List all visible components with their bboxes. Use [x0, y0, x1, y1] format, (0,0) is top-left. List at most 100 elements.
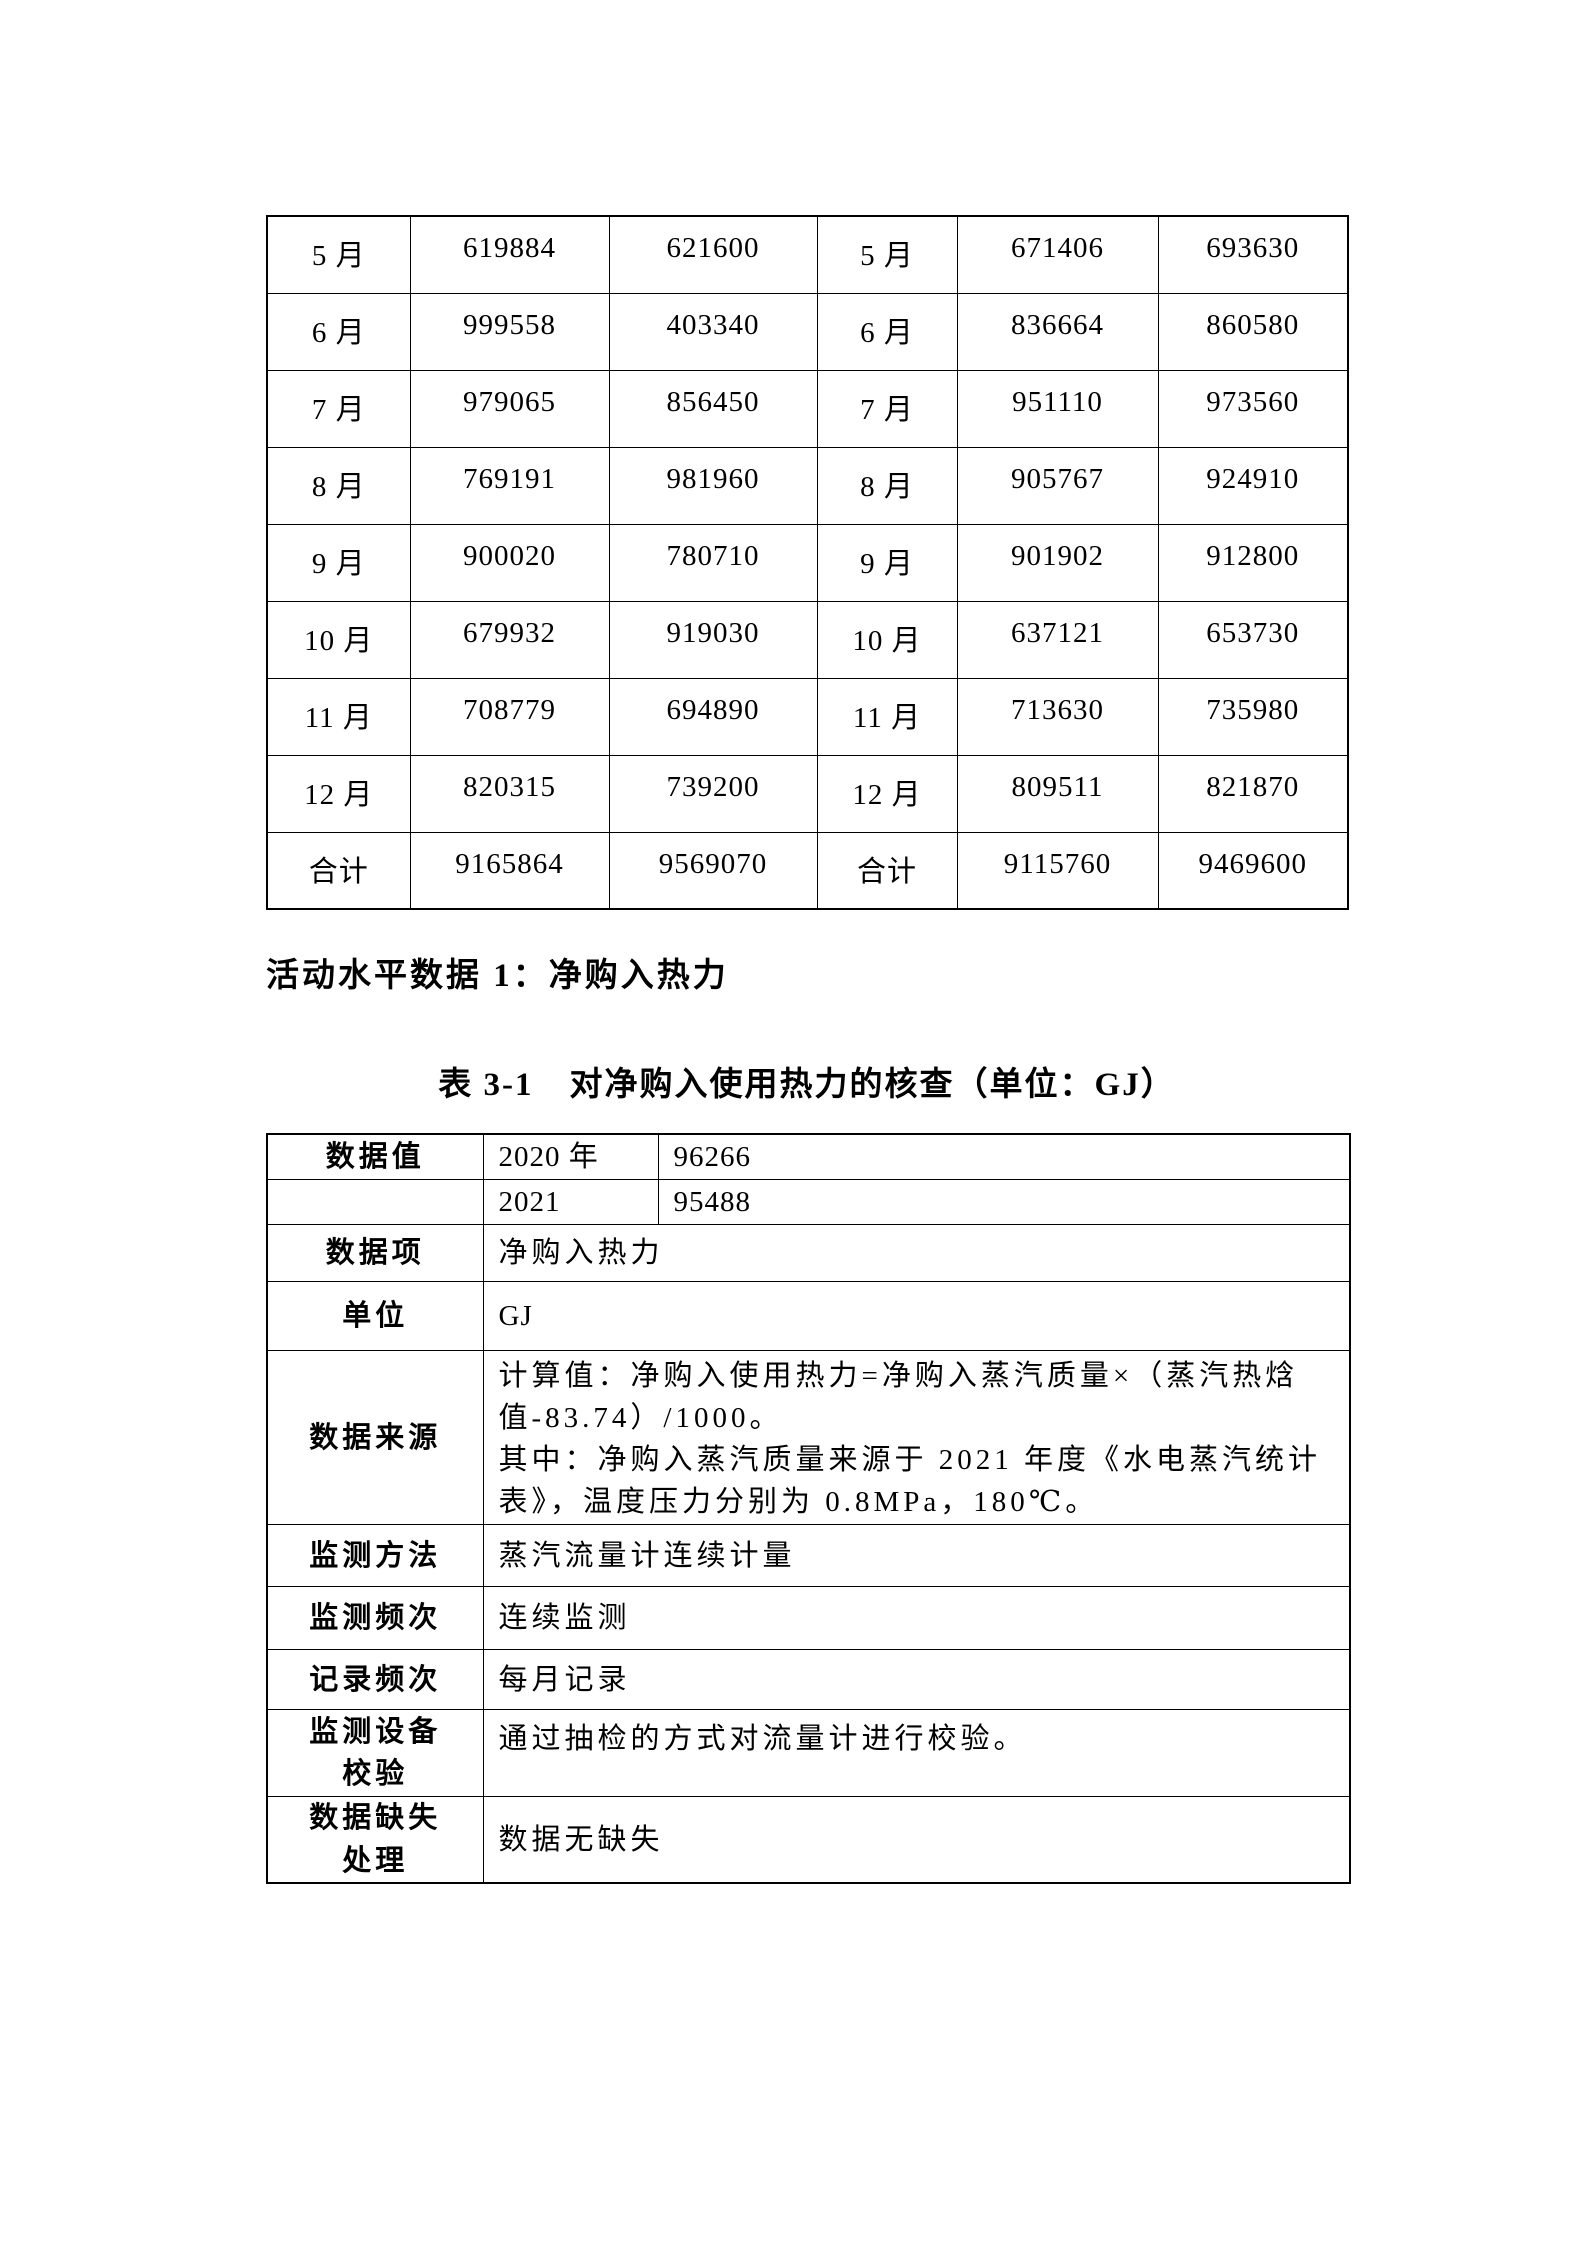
- table-caption-text: 对净购入使用热力的核查（单位：GJ）: [569, 1067, 1176, 1103]
- section-heading: 活动水平数据 1：净购入热力: [266, 958, 729, 994]
- value-cell: 924910: [1157, 446, 1349, 525]
- value-cell: 999558: [409, 292, 610, 371]
- row-monitoring-frequency: 监测频次 连续监测: [266, 1586, 1351, 1651]
- row-label: 数据缺失处理: [266, 1796, 484, 1884]
- value-cell: 951110: [956, 369, 1159, 448]
- value-cell: 637121: [956, 600, 1159, 679]
- month-cell: 10 月: [816, 600, 958, 679]
- value-cell: 671406: [956, 215, 1159, 294]
- row-data-value-2020: 数据值 2020 年 96266: [266, 1133, 1351, 1181]
- value-cell: 693630: [1157, 215, 1349, 294]
- value-cell: 621600: [608, 215, 818, 294]
- value-cell: 619884: [409, 215, 610, 294]
- month-cell: 5 月: [266, 215, 411, 294]
- value-cell: 912800: [1157, 523, 1349, 602]
- value-cell: 739200: [608, 754, 818, 833]
- month-cell: 9 月: [266, 523, 411, 602]
- value-cell: 821870: [1157, 754, 1349, 833]
- table-row: 5 月 619884 621600 5 月 671406 693630: [266, 215, 1349, 294]
- row-recording-frequency: 记录频次 每月记录: [266, 1649, 1351, 1711]
- verification-table: 数据值 2020 年 96266 2021 95488 数据项 净购入热力 单位…: [266, 1133, 1351, 1884]
- month-cell: 9 月: [816, 523, 958, 602]
- value-cell: 计算值：净购入使用热力=净购入蒸汽质量×（蒸汽热焓值-83.74）/1000。 …: [482, 1350, 1351, 1526]
- value-cell: 900020: [409, 523, 610, 602]
- month-cell: 12 月: [266, 754, 411, 833]
- row-label: 数据项: [266, 1224, 484, 1283]
- row-label: 数据来源: [266, 1350, 484, 1526]
- value-cell: 数据无缺失: [482, 1796, 1351, 1884]
- month-cell: 12 月: [816, 754, 958, 833]
- value-cell: 820315: [409, 754, 610, 833]
- row-device-calibration: 监测设备校验 通过抽检的方式对流量计进行校验。: [266, 1709, 1351, 1798]
- row-label: 记录频次: [266, 1649, 484, 1711]
- value-cell: 780710: [608, 523, 818, 602]
- value-cell: 905767: [956, 446, 1159, 525]
- row-data-item: 数据项 净购入热力: [266, 1224, 1351, 1283]
- value-cell: 981960: [608, 446, 818, 525]
- row-data-source: 数据来源 计算值：净购入使用热力=净购入蒸汽质量×（蒸汽热焓值-83.74）/1…: [266, 1350, 1351, 1526]
- month-cell: 6 月: [266, 292, 411, 371]
- row-unit: 单位 GJ: [266, 1281, 1351, 1352]
- value-cell: 708779: [409, 677, 610, 756]
- total-label-cell: 合计: [266, 831, 411, 910]
- month-cell: 8 月: [816, 446, 958, 525]
- month-cell: 11 月: [816, 677, 958, 756]
- year-cell: 2021: [482, 1179, 659, 1226]
- month-cell: 7 月: [816, 369, 958, 448]
- value-cell: 856450: [608, 369, 818, 448]
- data-source-line: 其中：净购入蒸汽质量来源于 2021 年度《水电蒸汽统计表》，温度压力分别为 0…: [498, 1444, 1322, 1519]
- value-cell: 901902: [956, 523, 1159, 602]
- row-label: 数据值: [266, 1133, 484, 1181]
- value-cell: 每月记录: [482, 1649, 1351, 1711]
- value-cell: 连续监测: [482, 1586, 1351, 1651]
- month-cell: 11 月: [266, 677, 411, 756]
- value-cell: 713630: [956, 677, 1159, 756]
- value-cell: 769191: [409, 446, 610, 525]
- value-cell: 403340: [608, 292, 818, 371]
- value-cell: 973560: [1157, 369, 1349, 448]
- row-label: 监测频次: [266, 1586, 484, 1651]
- table-caption: 表 3-1 对净购入使用热力的核查（单位：GJ）: [266, 1057, 1348, 1105]
- monthly-data-table: 5 月 619884 621600 5 月 671406 693630 6 月 …: [266, 215, 1349, 910]
- value-cell: GJ: [482, 1281, 1351, 1352]
- row-missing-data: 数据缺失处理 数据无缺失: [266, 1796, 1351, 1884]
- table-row: 11 月 708779 694890 11 月 713630 735980: [266, 677, 1349, 756]
- value-cell: 蒸汽流量计连续计量: [482, 1524, 1351, 1588]
- value-cell: 735980: [1157, 677, 1349, 756]
- value-cell: 836664: [956, 292, 1159, 371]
- total-value-cell: 9569070: [608, 831, 818, 910]
- row-label: 监测设备校验: [266, 1709, 484, 1798]
- value-cell: 96266: [657, 1133, 1351, 1181]
- row-monitoring-method: 监测方法 蒸汽流量计连续计量: [266, 1524, 1351, 1588]
- month-cell: 5 月: [816, 215, 958, 294]
- value-cell: 860580: [1157, 292, 1349, 371]
- table-row-total: 合计 9165864 9569070 合计 9115760 9469600: [266, 831, 1349, 910]
- total-label-cell: 合计: [816, 831, 958, 910]
- table-row: 6 月 999558 403340 6 月 836664 860580: [266, 292, 1349, 371]
- table-row: 8 月 769191 981960 8 月 905767 924910: [266, 446, 1349, 525]
- value-cell: 通过抽检的方式对流量计进行校验。: [482, 1709, 1351, 1798]
- total-value-cell: 9165864: [409, 831, 610, 910]
- table-row: 9 月 900020 780710 9 月 901902 912800: [266, 523, 1349, 602]
- month-cell: 7 月: [266, 369, 411, 448]
- month-cell: 6 月: [816, 292, 958, 371]
- total-value-cell: 9469600: [1157, 831, 1349, 910]
- value-cell: 809511: [956, 754, 1159, 833]
- value-cell: 653730: [1157, 600, 1349, 679]
- value-cell: 679932: [409, 600, 610, 679]
- value-cell: 979065: [409, 369, 610, 448]
- row-data-value-2021: 2021 95488: [266, 1179, 1351, 1226]
- total-value-cell: 9115760: [956, 831, 1159, 910]
- table-row: 12 月 820315 739200 12 月 809511 821870: [266, 754, 1349, 833]
- year-cell: 2020 年: [482, 1133, 659, 1181]
- value-cell: 919030: [608, 600, 818, 679]
- table-caption-number: 表 3-1: [438, 1067, 534, 1103]
- row-label: 监测方法: [266, 1524, 484, 1588]
- row-label: 单位: [266, 1281, 484, 1352]
- row-label-empty: [266, 1179, 484, 1226]
- table-row: 7 月 979065 856450 7 月 951110 973560: [266, 369, 1349, 448]
- month-cell: 8 月: [266, 446, 411, 525]
- month-cell: 10 月: [266, 600, 411, 679]
- value-cell: 95488: [657, 1179, 1351, 1226]
